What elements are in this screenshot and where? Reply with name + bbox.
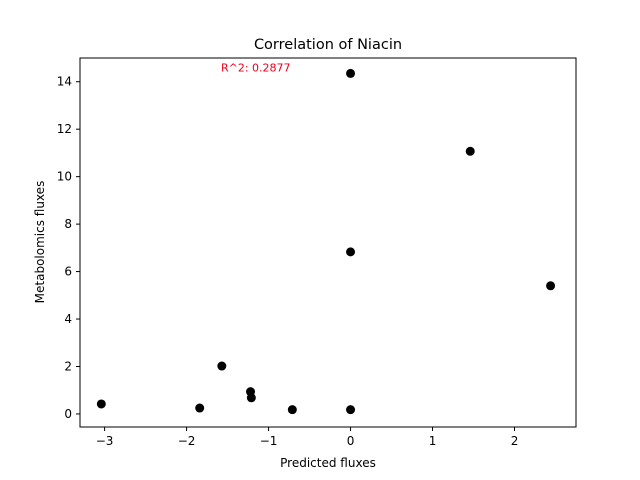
y-axis-label: Metabolomics fluxes [33,181,47,304]
x-tick-label: −2 [178,434,196,448]
x-tick-label: 2 [511,434,519,448]
x-tick-label: 0 [347,434,355,448]
data-point-1 [96,399,106,409]
x-tick-label: −3 [96,434,114,448]
data-point-7 [346,68,356,78]
x-axis-ticks: −3 −2 −1 0 1 2 [96,427,519,448]
data-point-10 [465,146,475,156]
y-tick-label: 0 [64,407,72,421]
data-point-11 [546,281,556,291]
points-layer [96,68,556,415]
y-tick-label: 12 [57,122,72,136]
y-tick-label: 4 [64,312,72,326]
data-point-2 [195,403,205,413]
r-squared-annotation: R^2: 0.2877 [221,61,291,74]
x-axis-label: Predicted fluxes [280,456,376,470]
data-point-5 [246,393,256,403]
y-tick-label: 14 [57,75,72,89]
y-axis-ticks: 0 2 4 6 8 10 12 14 [57,75,80,421]
data-point-6 [287,405,297,415]
data-point-9 [346,405,356,415]
chart-title: Correlation of Niacin [254,37,402,53]
y-tick-label: 6 [64,265,72,279]
data-point-3 [217,361,227,371]
plot-frame [79,57,577,428]
x-tick-label: 1 [429,434,437,448]
x-tick-label: −1 [260,434,278,448]
y-tick-label: 8 [64,217,72,231]
data-point-8 [346,247,356,257]
y-tick-label: 2 [64,359,72,373]
y-tick-label: 10 [57,170,72,184]
